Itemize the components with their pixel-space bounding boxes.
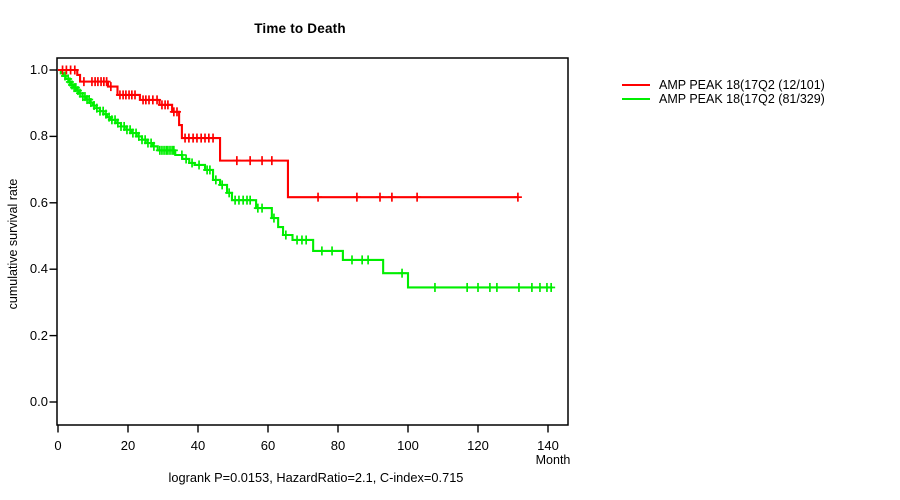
y-tick-label: 0.0 bbox=[29, 394, 48, 409]
y-tick-label: 0.2 bbox=[29, 327, 48, 343]
legend-item-group2: AMP PEAK 18(17Q2 (81/329) bbox=[622, 92, 825, 106]
legend-line-red-icon bbox=[622, 83, 650, 87]
x-tick-label: 40 bbox=[190, 438, 206, 453]
y-tick-label: 1.0 bbox=[29, 62, 48, 77]
x-tick-label: 20 bbox=[120, 438, 136, 453]
x-tick-label: 60 bbox=[260, 438, 276, 453]
plot-box bbox=[56, 57, 569, 426]
legend-line-green-icon bbox=[622, 97, 650, 101]
y-tick-label: 0.4 bbox=[29, 261, 48, 277]
legend: AMP PEAK 18(17Q2 (12/101) AMP PEAK 18(17… bbox=[622, 78, 825, 106]
legend-item-group1: AMP PEAK 18(17Q2 (12/101) bbox=[622, 78, 825, 92]
stats-annotation: logrank P=0.0153, HazardRatio=2.1, C-ind… bbox=[168, 470, 464, 485]
legend-label-group1: AMP PEAK 18(17Q2 (12/101) bbox=[659, 78, 825, 92]
x-tick-label: 80 bbox=[330, 438, 346, 453]
x-tick-label: 120 bbox=[467, 438, 489, 453]
survival-curve bbox=[58, 68, 519, 199]
survival-curve bbox=[58, 68, 553, 289]
x-tick-label: 100 bbox=[397, 438, 419, 453]
y-tick-label: 0.8 bbox=[29, 128, 48, 144]
x-tick-label: 140 bbox=[537, 438, 559, 453]
x-axis-title: Month bbox=[535, 453, 571, 467]
y-tick-label: 0.6 bbox=[29, 194, 48, 210]
legend-label-group2: AMP PEAK 18(17Q2 (81/329) bbox=[659, 92, 825, 106]
x-tick-label: 0 bbox=[54, 438, 62, 453]
chart-title: Time to Death bbox=[254, 21, 346, 36]
